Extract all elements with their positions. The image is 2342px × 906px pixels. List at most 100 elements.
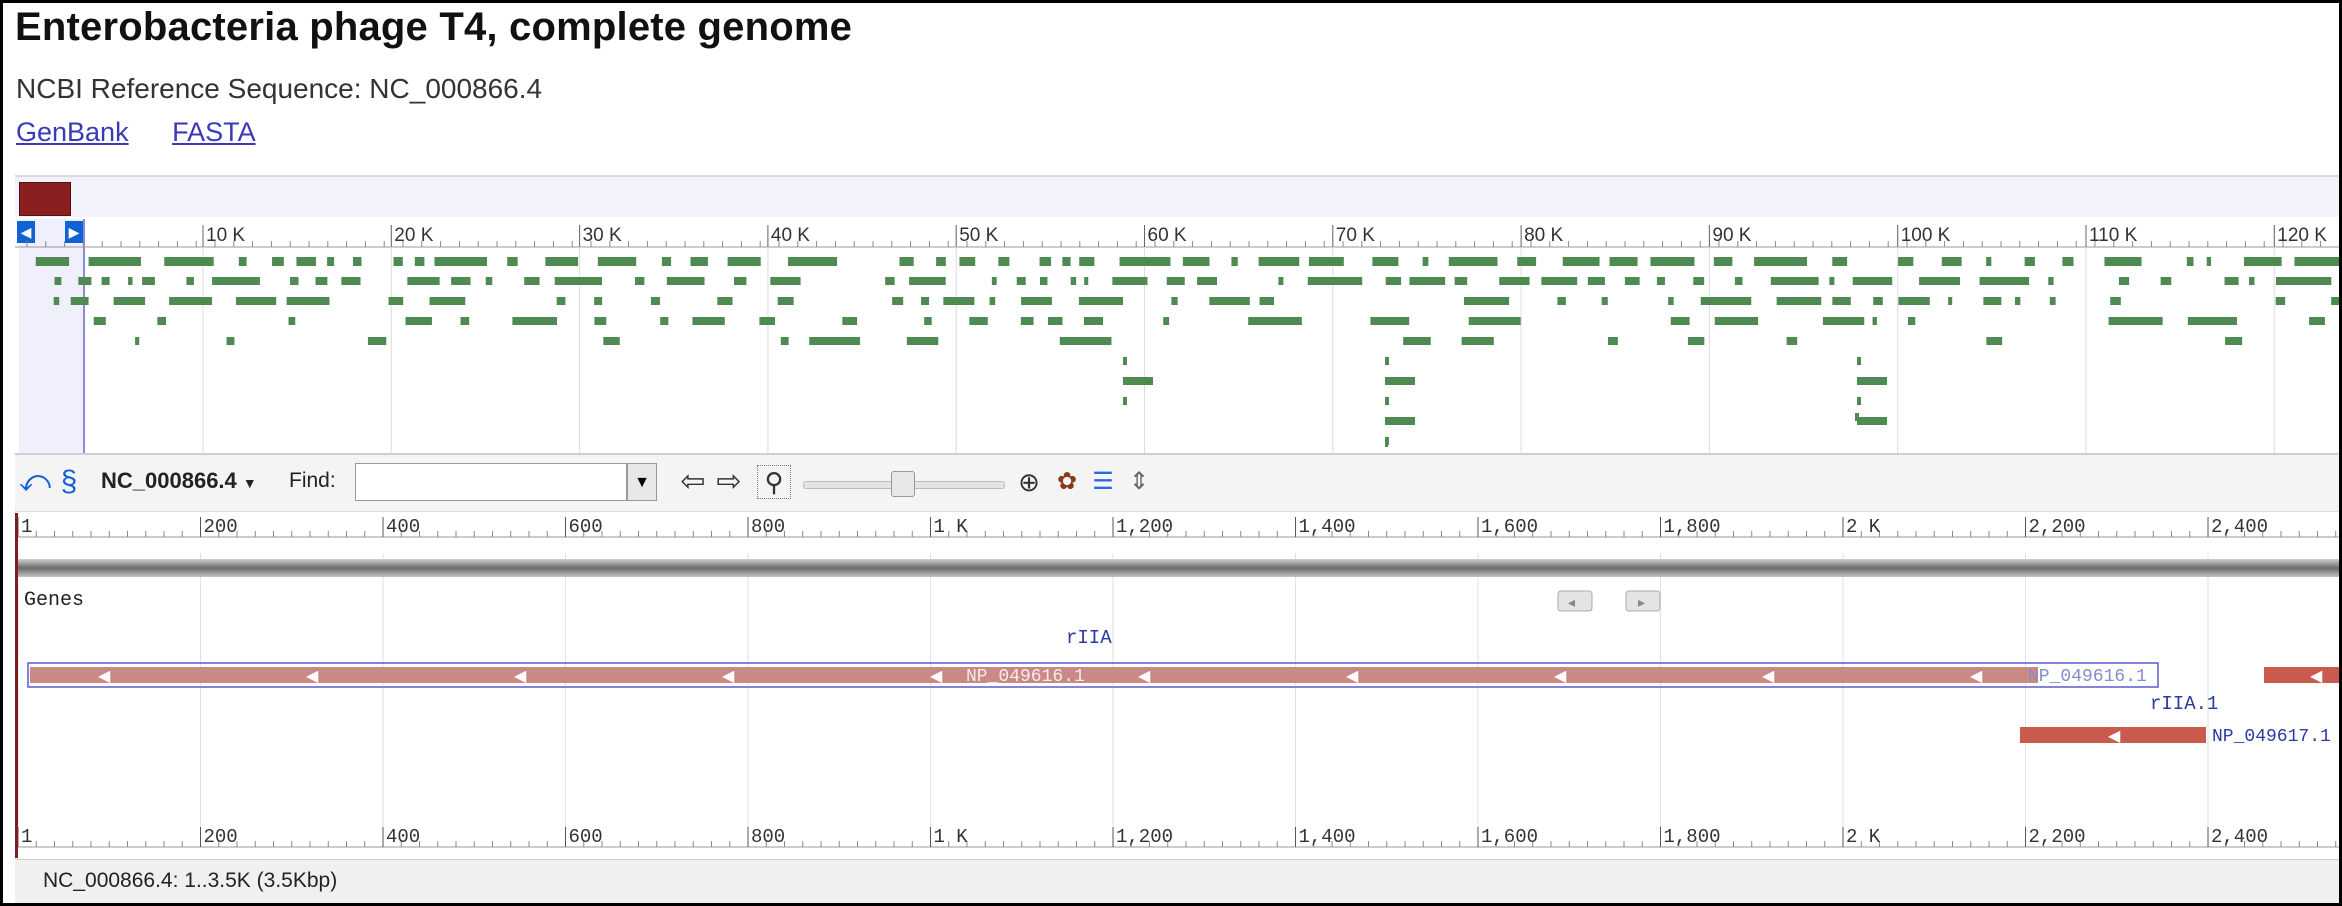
overview-feature[interactable] [54,277,62,285]
overview-feature[interactable] [1734,277,1743,285]
overview-feature[interactable] [1822,317,1865,325]
overview-feature[interactable] [53,297,60,305]
gene-feature-rIIA[interactable] [30,667,2038,683]
skip-back-icon[interactable]: ◂ [1568,594,1575,610]
overview-feature[interactable] [1832,257,1848,266]
overview-feature[interactable] [93,317,106,325]
overview-feature[interactable] [989,297,996,305]
overview-feature[interactable] [1872,317,1877,325]
overview-feature[interactable] [1385,277,1402,285]
overview-feature[interactable] [1609,257,1638,266]
gene-protein-label-end[interactable]: NP_049616.1 [2028,667,2147,687]
gene-protein-label[interactable]: NP_049617.1 [2212,727,2331,747]
overview-feature[interactable] [1083,317,1103,325]
overview-feature[interactable] [113,297,146,305]
overview-feature[interactable] [1385,397,1389,405]
overview-feature[interactable] [1941,257,1962,266]
overview-feature[interactable] [315,277,328,285]
zoom-in-icon[interactable]: ⊕ [1018,467,1040,497]
overview-feature[interactable] [2048,277,2054,285]
overview-feature[interactable] [1197,277,1217,285]
overview-feature[interactable] [690,257,708,266]
overview-feature[interactable] [1422,257,1429,266]
overview-feature[interactable] [809,337,861,345]
overview-feature[interactable] [1852,277,1893,285]
overview-feature[interactable] [2062,257,2074,266]
overview-feature[interactable] [212,277,260,285]
genbank-link[interactable]: GenBank [16,117,129,147]
overview-feature[interactable] [235,297,277,305]
overview-feature[interactable] [1948,297,1953,305]
overview-feature[interactable] [1601,297,1608,305]
overview-feature[interactable] [434,257,487,266]
overview-feature[interactable] [936,257,946,266]
overview-feature[interactable] [272,257,284,266]
gene-protein-label[interactable]: NP_049616.1 [966,667,1085,687]
overview-feature[interactable] [650,297,660,305]
overview-feature[interactable] [460,317,470,325]
overview-feature[interactable] [1650,257,1695,266]
overview-feature[interactable] [1070,277,1077,285]
overview-feature[interactable] [327,257,335,266]
overview-feature[interactable] [1517,257,1537,266]
overview-feature[interactable] [1123,397,1127,405]
overview-feature[interactable] [1039,257,1052,266]
overview-feature[interactable] [2244,257,2282,266]
track-prev-button[interactable] [1557,590,1593,612]
overview-feature[interactable] [1986,257,1992,266]
overview-feature[interactable] [777,297,794,305]
overview-feature[interactable] [88,257,141,266]
overview-feature[interactable] [1693,277,1705,285]
overview-feature[interactable] [2275,297,2286,305]
overview-feature[interactable] [288,317,296,325]
overview-feature[interactable] [226,337,235,345]
overview-feature[interactable] [296,257,316,266]
overview-feature[interactable] [405,317,432,325]
overview-feature[interactable] [899,257,914,266]
overview-feature[interactable] [2160,277,2172,285]
overview-feature[interactable] [1084,277,1089,285]
overview-feature[interactable] [734,277,747,285]
overview-feature[interactable] [1607,337,1618,345]
overview-feature[interactable] [842,317,858,325]
fasta-link[interactable]: FASTA [172,117,256,147]
overview-feature[interactable] [1248,317,1302,325]
overview-feature[interactable] [1786,337,1798,345]
gene-feature-next[interactable] [2264,667,2342,683]
overview-feature[interactable] [1123,377,1153,385]
overview-feature[interactable] [2108,317,2163,325]
track-next-button[interactable] [1625,590,1661,612]
overview-feature[interactable] [2331,297,2342,305]
overview-feature[interactable] [1670,317,1690,325]
overview-feature[interactable] [1983,297,2002,305]
overview-feature[interactable] [1713,257,1733,266]
overview-feature[interactable] [2015,297,2021,305]
overview-feature[interactable] [1541,277,1578,285]
overview-feature[interactable] [135,337,140,345]
overview-feature[interactable] [367,337,387,345]
overview-feature[interactable] [545,257,579,266]
overview-feature[interactable] [1278,277,1284,285]
overview-feature[interactable] [1776,297,1822,305]
overview-feature[interactable] [909,277,946,285]
overview-feature[interactable] [1385,357,1389,365]
overview-feature[interactable] [634,277,645,285]
overview-feature[interactable] [1171,297,1178,305]
overview-feature[interactable] [512,317,557,325]
overview-feature[interactable] [1385,417,1415,425]
overview-feature[interactable] [70,297,89,305]
overview-feature[interactable] [969,317,988,325]
overview-feature[interactable] [2049,297,2056,305]
overview-feature[interactable] [603,337,620,345]
overview-feature[interactable] [1979,277,2030,285]
overview-feature[interactable] [1855,413,1859,421]
genome-overview-panel[interactable]: ◀ ▶ 10 K 20 K 30 K 40 K 50 K 60 K 70 K 80 K 90 K… [15,175,2342,455]
overview-feature[interactable] [921,297,930,305]
overview-feature[interactable] [2187,317,2237,325]
overview-feature[interactable] [524,277,540,285]
overview-feature[interactable] [290,277,299,285]
overview-feature[interactable] [1557,297,1566,305]
overview-feature[interactable] [101,277,110,285]
overview-feature[interactable] [1754,257,1808,266]
overview-feature[interactable] [164,257,214,266]
